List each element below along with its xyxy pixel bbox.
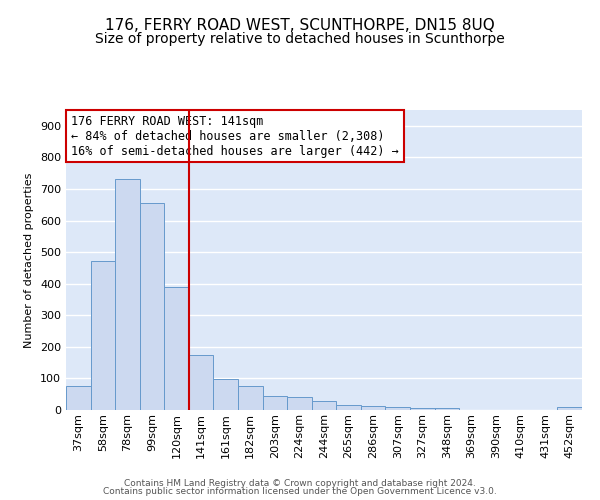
Bar bbox=[164, 287, 189, 410]
Bar bbox=[434, 408, 459, 410]
Bar bbox=[140, 203, 164, 410]
Text: Contains public sector information licensed under the Open Government Licence v3: Contains public sector information licen… bbox=[103, 487, 497, 496]
Bar bbox=[66, 386, 91, 410]
Bar bbox=[312, 400, 336, 410]
Text: 176 FERRY ROAD WEST: 141sqm
← 84% of detached houses are smaller (2,308)
16% of : 176 FERRY ROAD WEST: 141sqm ← 84% of det… bbox=[71, 114, 399, 158]
Bar bbox=[115, 178, 140, 410]
Bar bbox=[557, 408, 582, 410]
Bar bbox=[410, 408, 434, 410]
Bar bbox=[91, 260, 115, 410]
Text: 176, FERRY ROAD WEST, SCUNTHORPE, DN15 8UQ: 176, FERRY ROAD WEST, SCUNTHORPE, DN15 8… bbox=[105, 18, 495, 32]
Bar bbox=[263, 396, 287, 410]
Bar bbox=[287, 396, 312, 410]
Text: Contains HM Land Registry data © Crown copyright and database right 2024.: Contains HM Land Registry data © Crown c… bbox=[124, 478, 476, 488]
Y-axis label: Number of detached properties: Number of detached properties bbox=[25, 172, 34, 348]
Text: Size of property relative to detached houses in Scunthorpe: Size of property relative to detached ho… bbox=[95, 32, 505, 46]
Bar bbox=[214, 379, 238, 410]
Bar bbox=[238, 386, 263, 410]
Bar bbox=[189, 354, 214, 410]
Bar bbox=[385, 407, 410, 410]
Bar bbox=[336, 406, 361, 410]
Bar bbox=[361, 406, 385, 410]
